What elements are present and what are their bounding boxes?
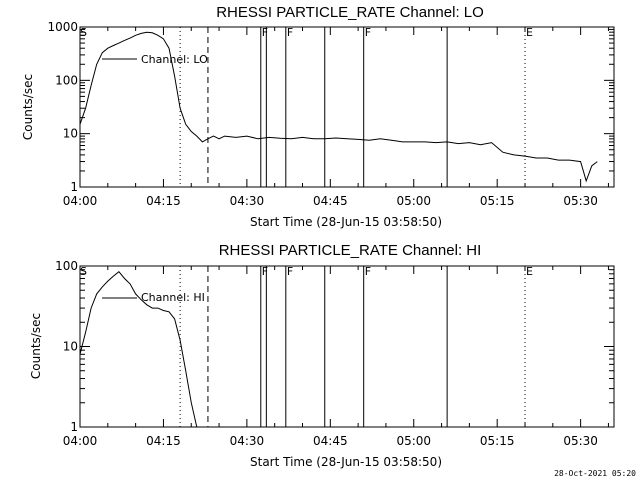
- panel-lo: RHESSI PARTICLE_RATE Channel: LO Start T…: [21, 4, 615, 229]
- x-tick-label-lo: 05:00: [396, 194, 431, 208]
- timestamp: 28-Oct-2021 05:20: [554, 469, 636, 478]
- x-tick-label-hi: 04:00: [63, 434, 98, 448]
- y-tick-label-hi: 10: [63, 340, 78, 354]
- x-tick-label-hi: 04:15: [146, 434, 181, 448]
- marker-flag-hi: E: [526, 265, 533, 278]
- x-tick-label-hi: 05:00: [396, 434, 431, 448]
- x-tick-label-hi: 04:30: [230, 434, 265, 448]
- y-tick-label-lo: 1000: [47, 20, 78, 34]
- x-tick-label-hi: 05:30: [563, 434, 598, 448]
- y-tick-label-hi: 1: [70, 420, 78, 434]
- panel-hi: RHESSI PARTICLE_RATE Channel: HI Start T…: [29, 242, 615, 469]
- x-axis-label-hi: Start Time (28-Jun-15 03:58:50): [250, 455, 442, 469]
- marker-flag-lo: F: [365, 26, 371, 39]
- x-tick-label-hi: 04:45: [313, 434, 348, 448]
- x-tick-label-lo: 04:15: [146, 194, 181, 208]
- series-line-lo: [79, 31, 598, 183]
- x-tick-label-lo: 04:00: [63, 194, 98, 208]
- x-axis-label-lo: Start Time (28-Jun-15 03:58:50): [250, 215, 442, 229]
- x-tick-label-lo: 05:30: [563, 194, 598, 208]
- y-tick-label-lo: 1: [70, 180, 78, 194]
- legend-label-lo: Channel: LO: [141, 53, 208, 66]
- x-tick-label-lo: 04:45: [313, 194, 348, 208]
- marker-flag-hi: F: [365, 265, 371, 278]
- y-tick-label-lo: 10: [63, 127, 78, 141]
- y-axis-label-hi: Counts/sec: [29, 313, 43, 379]
- chart-title-lo: RHESSI PARTICLE_RATE Channel: LO: [216, 4, 484, 21]
- y-tick-label-lo: 100: [55, 73, 78, 87]
- marker-flag-lo: F: [287, 26, 293, 39]
- y-axis-label-lo: Counts/sec: [21, 74, 35, 140]
- marker-flag-hi: F: [287, 265, 293, 278]
- marker-flag-hi: F: [262, 265, 268, 278]
- series-line-hi: [79, 271, 198, 428]
- marker-flag-lo: F: [262, 26, 268, 39]
- x-tick-label-lo: 04:30: [230, 194, 265, 208]
- y-tick-label-hi: 100: [55, 259, 78, 273]
- x-tick-label-lo: 05:15: [480, 194, 515, 208]
- start-flag-hi: S: [80, 265, 87, 278]
- x-tick-label-hi: 05:15: [480, 434, 515, 448]
- legend-label-hi: Channel: HI: [141, 291, 205, 304]
- plot-frame-lo: [79, 26, 615, 188]
- marker-flag-lo: E: [526, 26, 533, 39]
- chart-title-hi: RHESSI PARTICLE_RATE Channel: HI: [219, 242, 482, 259]
